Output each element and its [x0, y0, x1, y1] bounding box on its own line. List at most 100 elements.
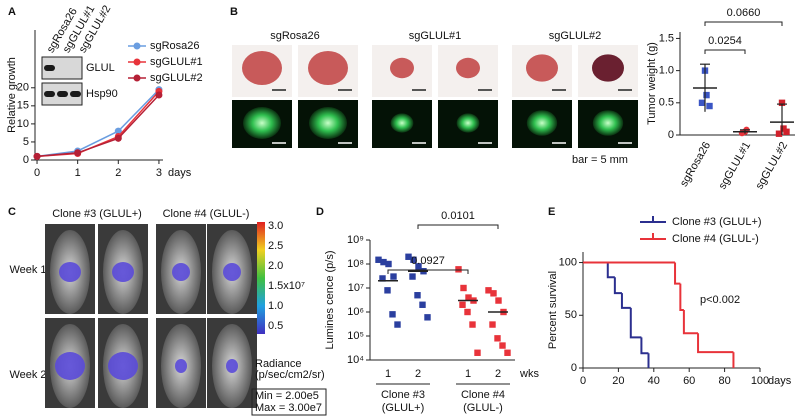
survival-step [629, 307, 642, 339]
comparison-label: 0.0254 [708, 35, 742, 47]
x-tick-label: sgGLUL#2 [753, 140, 790, 192]
panel-label: B [230, 6, 238, 18]
x-tick-label: sgGLUL#1 [716, 140, 753, 192]
group-label: Clone #3 [381, 389, 425, 401]
colorbar-tick-label: 2.5 [268, 240, 283, 252]
y-tick-label: 0 [23, 154, 29, 166]
band-label: Hsp90 [86, 88, 118, 100]
blot-band-box [41, 56, 83, 80]
data-point [419, 301, 426, 308]
tumor [592, 54, 624, 82]
legend-label: Clone #4 (GLUL-) [672, 233, 759, 245]
legend-label: sgRosa26 [150, 40, 200, 52]
data-point [415, 263, 422, 270]
x-tick-label: 2 [115, 167, 121, 179]
y-axis-label: Tumor weight (g) [646, 42, 658, 125]
data-point [698, 99, 706, 107]
panel-label: A [8, 6, 16, 18]
legend-marker [133, 74, 141, 82]
data-point [390, 273, 397, 280]
x-unit: wks [519, 368, 539, 380]
y-tick-label: 10 [17, 118, 29, 130]
data-point [485, 287, 492, 294]
data-point [499, 342, 506, 349]
y-tick-label: 10⁹ [347, 234, 364, 246]
colorbar-label: Radiance [255, 358, 301, 370]
band-label: GLUL [86, 62, 115, 74]
bioluminescence [112, 262, 134, 282]
survival-step [697, 333, 734, 354]
data-point [455, 266, 462, 273]
gfp-signal [592, 110, 624, 136]
data-point [74, 149, 82, 157]
data-point [33, 152, 41, 160]
y-tick-label: 1.5 [659, 32, 674, 44]
group-label: sgGLUL#2 [549, 30, 602, 42]
data-point [424, 314, 431, 321]
y-tick-label: 0.5 [659, 97, 674, 109]
y-tick-label: 10⁸ [347, 258, 364, 270]
y-tick-label: 20 [17, 82, 29, 94]
legend-label: Clone #3 (GLUL+) [672, 216, 762, 228]
minmax-box [251, 388, 327, 416]
colorbar-tick-label: 2.0 [268, 260, 283, 272]
data-point [780, 125, 787, 132]
survival-step [606, 262, 615, 279]
legend-marker [133, 42, 141, 50]
y-tick-label: 10⁵ [347, 330, 364, 342]
x-tick-label: 0 [34, 167, 40, 179]
gfp-signal [456, 113, 480, 133]
bioluminescence [175, 359, 187, 373]
bioluminescence [59, 262, 81, 282]
data-point [379, 275, 386, 282]
data-point [405, 253, 412, 260]
colorbar-label: (p/sec/cm2/sr) [255, 369, 325, 381]
y-tick-label: 0 [668, 129, 674, 141]
blot-band [44, 65, 55, 71]
x-tick-label: 100 [751, 375, 769, 387]
survival-step [682, 310, 699, 335]
bioluminescence [223, 263, 241, 281]
data-point [783, 128, 790, 135]
comparison-bracket [387, 269, 469, 274]
legend-label: sgGLUL#2 [150, 72, 203, 84]
bioluminescence [172, 263, 190, 281]
comparison-bracket [704, 49, 746, 54]
row-label: Week 2 [9, 369, 46, 381]
group-label: Clone #4 [461, 389, 505, 401]
data-point [703, 91, 710, 99]
data-point [389, 311, 396, 318]
x-tick-label: 2 [415, 368, 421, 380]
data-point [504, 349, 511, 356]
column-label: Clone #4 (GLUL-) [163, 208, 250, 220]
x-tick-label: 1 [465, 368, 471, 380]
data-point [464, 308, 471, 316]
data-point [409, 273, 416, 280]
data-point [775, 130, 783, 137]
x-tick-label: 3 [156, 167, 162, 179]
tumor [456, 57, 480, 79]
x-tick-label: 60 [683, 375, 695, 387]
colorbar-tick-label: 1.0 [268, 300, 283, 312]
x-tick-label: 0 [580, 375, 586, 387]
gfp-signal [309, 107, 347, 139]
max-label: Max = 3.00e7 [255, 402, 322, 414]
tumor [308, 51, 348, 85]
gfp-signal [243, 107, 281, 139]
legend-label: sgGLUL#1 [150, 56, 203, 68]
y-tick-label: 0 [571, 362, 577, 374]
data-point [469, 321, 476, 328]
bioluminescence [55, 352, 85, 380]
survival-step [674, 262, 681, 285]
data-point [414, 292, 421, 299]
y-axis-label: Lumines cence (p/s) [324, 250, 336, 349]
y-tick-label: 15 [17, 100, 29, 112]
y-tick-label: 1.0 [659, 65, 674, 77]
data-point [489, 321, 496, 328]
data-point [495, 297, 502, 304]
y-tick-label: 5 [23, 136, 29, 148]
bioluminescence [108, 352, 138, 380]
min-label: Min = 2.00e5 [255, 390, 319, 402]
blot-band [44, 91, 55, 97]
